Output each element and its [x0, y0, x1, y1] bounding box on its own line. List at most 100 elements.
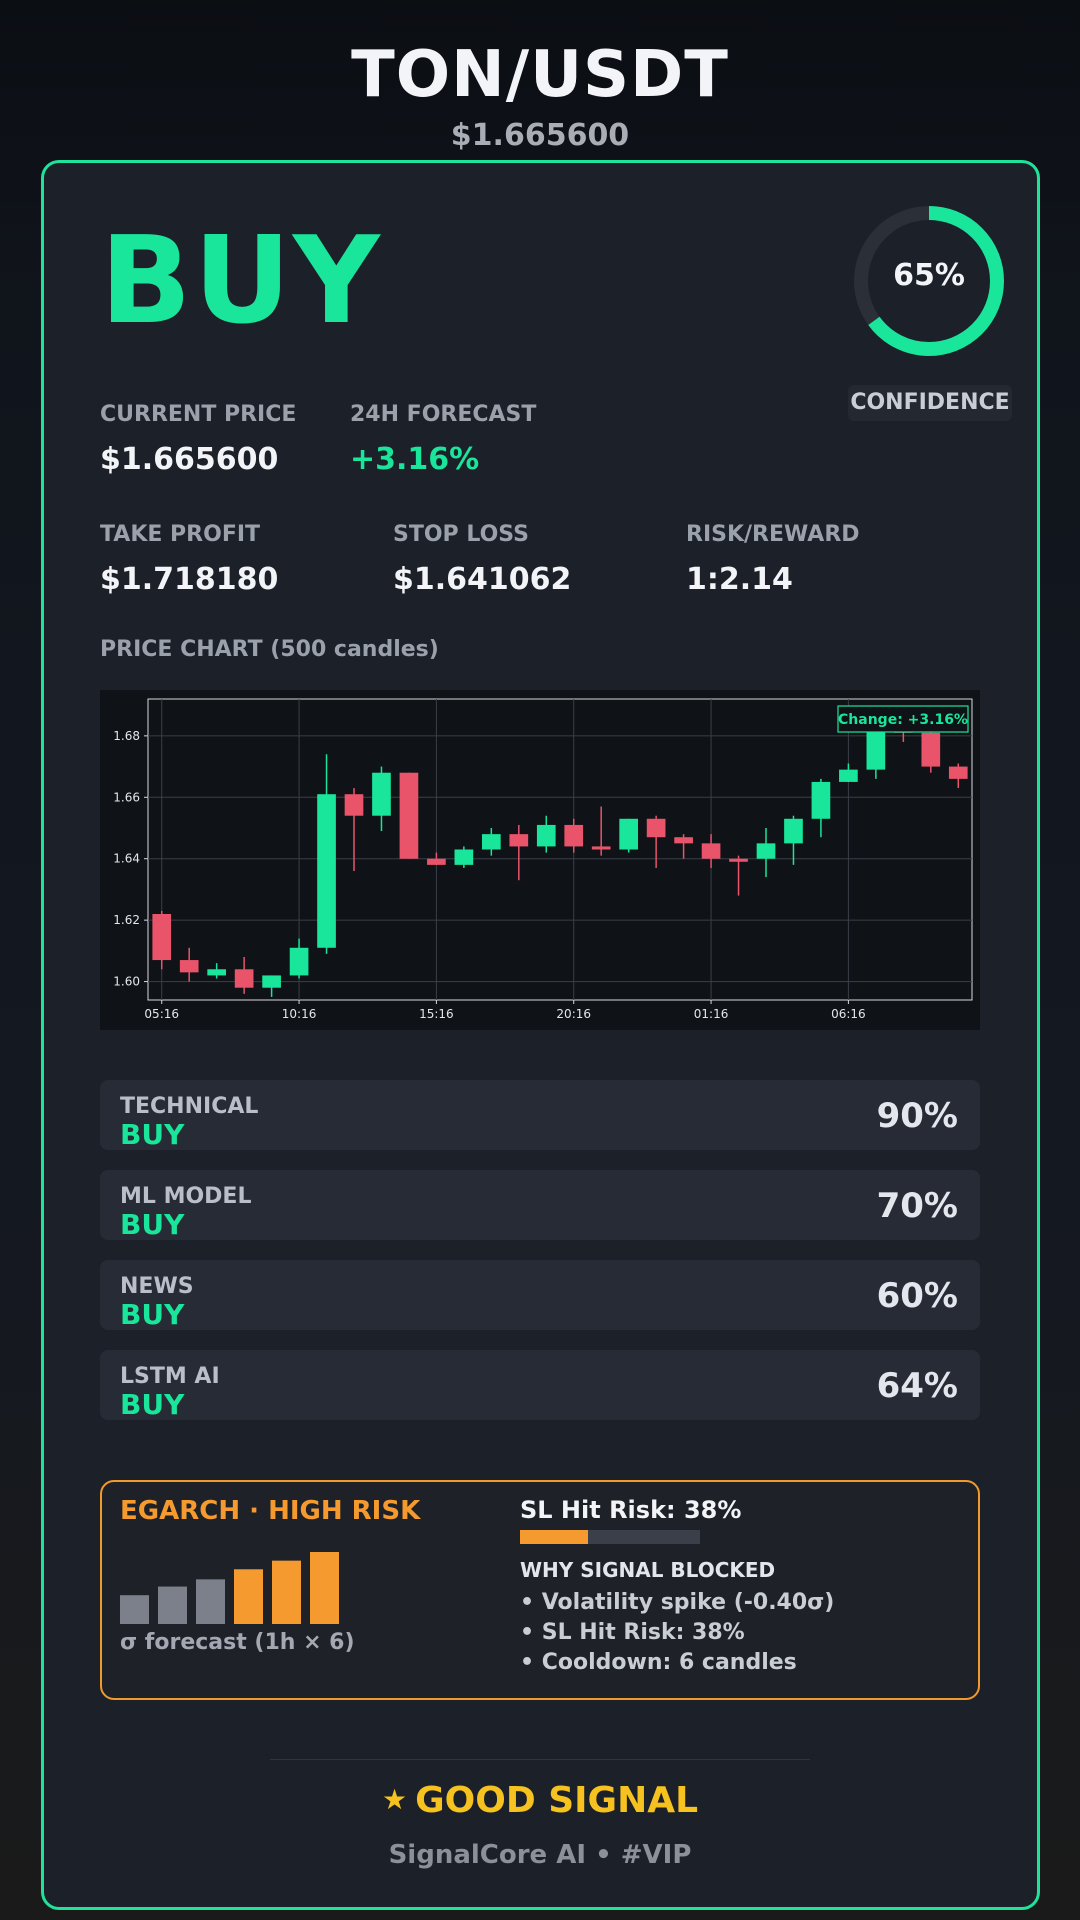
candle-body	[701, 843, 721, 859]
candle-body	[921, 732, 941, 767]
footer-signal: ★ GOOD SIGNAL	[0, 1780, 1080, 1821]
candle-body	[179, 960, 199, 973]
current-price-label: CURRENT PRICE	[100, 402, 297, 427]
source-confidence: 60%	[876, 1276, 958, 1316]
current-price-value: $1.665600	[100, 442, 279, 477]
candle-body	[289, 947, 309, 976]
footer-divider	[270, 1759, 810, 1760]
source-confidence: 64%	[876, 1366, 958, 1406]
candle-body	[372, 772, 391, 816]
sigma-bar	[120, 1595, 149, 1624]
price-chart-svg: 1.60 1.62 1.64 1.66 1.68 05:16 10:16 15:16 20:16…	[113, 698, 973, 1021]
chart-section-label: PRICE CHART (500 candles)	[100, 637, 439, 662]
x-tick-label: 20:16	[556, 1007, 591, 1021]
risk-panel: EGARCH · HIGH RISK σ forecast (1h × 6) S…	[100, 1480, 980, 1700]
candle-body	[811, 781, 831, 819]
stop-loss-value: $1.641062	[393, 562, 572, 597]
source-name: LSTM AI	[120, 1364, 220, 1389]
source-name: TECHNICAL	[120, 1094, 259, 1119]
candle-body	[784, 818, 803, 844]
stop-loss-label: STOP LOSS	[393, 522, 529, 547]
sigma-bar	[310, 1552, 339, 1624]
candle-body	[536, 824, 556, 847]
candle-body	[207, 969, 227, 976]
candle-body	[729, 858, 748, 862]
risk-reward-value: 1:2.14	[686, 562, 793, 597]
source-signal: BUY	[120, 1298, 185, 1331]
candle-body	[152, 914, 172, 961]
risk-title: EGARCH · HIGH RISK	[120, 1496, 421, 1526]
candle-body	[839, 769, 858, 782]
why-reason: • SL Hit Risk: 38%	[520, 1620, 745, 1645]
confidence-ring	[854, 206, 1004, 356]
sl-hit-risk-fill	[520, 1530, 589, 1544]
confidence-label: CONFIDENCE	[848, 385, 1012, 421]
source-row-lstm-ai: LSTM AI BUY 64%	[100, 1350, 980, 1421]
sl-hit-risk-title: SL Hit Risk: 38%	[520, 1496, 742, 1524]
candle-body	[454, 849, 474, 865]
signal-action: BUY	[100, 212, 382, 351]
pair-title: TON/USDT	[351, 38, 729, 112]
pair-price: $1.665600	[450, 118, 630, 153]
candle-body	[344, 794, 364, 816]
source-signal: BUY	[120, 1388, 185, 1421]
star-icon: ★	[381, 1783, 408, 1816]
why-reason: • Volatility spike (-0.40σ)	[520, 1590, 835, 1615]
take-profit-value: $1.718180	[100, 562, 279, 597]
candle-body	[262, 975, 281, 988]
x-tick-label: 10:16	[282, 1007, 317, 1021]
sigma-bar	[196, 1579, 225, 1624]
why-reason: • Cooldown: 6 candles	[520, 1650, 797, 1675]
x-tick-label: 15:16	[419, 1007, 454, 1021]
candle-body	[674, 837, 693, 844]
candle-body	[646, 818, 666, 838]
y-tick-label: 1.64	[113, 852, 140, 866]
candle-body	[591, 846, 611, 850]
change-annotation-box	[837, 705, 969, 733]
source-row-news: NEWS BUY 60%	[100, 1260, 980, 1331]
candle-body	[317, 794, 336, 948]
footer-brand: SignalCore AI • #VIP	[388, 1840, 692, 1870]
source-name: NEWS	[120, 1274, 194, 1299]
candle-body	[509, 834, 529, 847]
risk-reward-label: RISK/REWARD	[686, 522, 860, 547]
x-tick-label: 05:16	[144, 1007, 179, 1021]
sigma-bar	[158, 1586, 187, 1624]
change-annotation: Change: +3.16%	[838, 712, 968, 728]
price-chart: 1.60 1.62 1.64 1.66 1.68 05:16 10:16 15:16 20:16…	[100, 690, 980, 1030]
source-signal: BUY	[120, 1118, 185, 1151]
y-tick-label: 1.60	[113, 975, 140, 989]
forecast-value: +3.16%	[350, 442, 480, 477]
sigma-forecast-bars	[120, 1552, 339, 1624]
sigma-bar	[234, 1569, 263, 1624]
y-tick-label: 1.66	[113, 790, 140, 804]
y-tick-label: 1.62	[113, 913, 140, 927]
sigma-forecast-label: σ forecast (1h × 6)	[120, 1630, 355, 1655]
candle-body	[399, 772, 419, 859]
why-blocked-title: WHY SIGNAL BLOCKED	[520, 1558, 776, 1582]
candle-body	[619, 818, 639, 850]
source-row-ml-model: ML MODEL BUY 70%	[100, 1170, 980, 1241]
source-signal: BUY	[120, 1208, 185, 1241]
source-confidence: 90%	[876, 1096, 958, 1136]
candle-body	[564, 824, 584, 847]
forecast-label: 24H FORECAST	[350, 402, 537, 427]
candle-body	[866, 729, 886, 770]
confidence-value: 65%	[893, 258, 965, 293]
confidence-ring-arc	[854, 206, 1004, 356]
x-tick-label: 01:16	[694, 1007, 729, 1021]
candle-body	[427, 858, 446, 865]
sigma-bar	[272, 1560, 301, 1624]
candle-body	[481, 834, 501, 850]
source-confidence: 70%	[876, 1186, 958, 1226]
footer-signal-text: GOOD SIGNAL	[415, 1780, 699, 1821]
source-name: ML MODEL	[120, 1184, 252, 1209]
sl-hit-risk-bar	[520, 1530, 700, 1544]
x-tick-label: 06:16	[831, 1007, 866, 1021]
candle-body	[756, 843, 776, 859]
candle-body	[948, 766, 968, 779]
plot-area	[147, 698, 973, 1001]
source-row-technical: TECHNICAL BUY 90%	[100, 1080, 980, 1151]
y-tick-label: 1.68	[113, 729, 140, 743]
candle-body	[234, 969, 254, 988]
